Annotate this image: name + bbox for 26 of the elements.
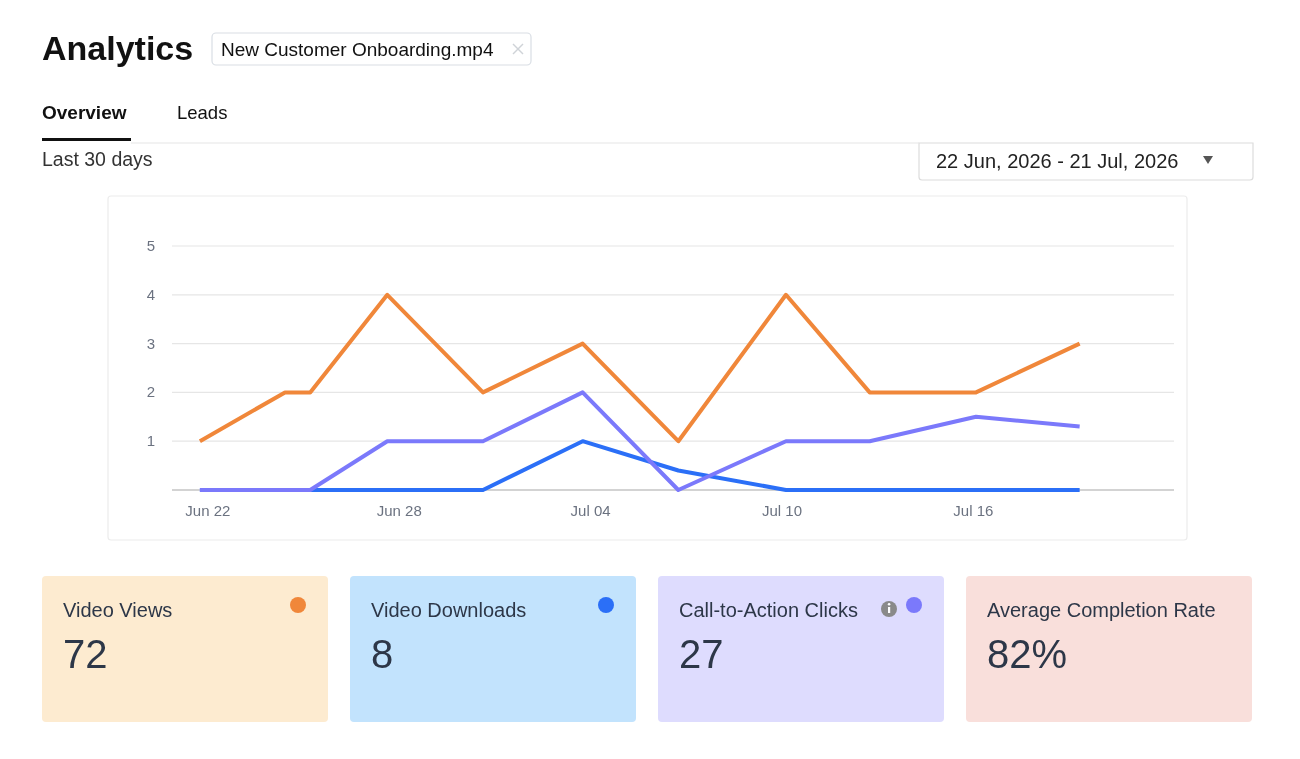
- y-tick-label: 2: [146, 383, 156, 401]
- y-tick-label: 3: [146, 334, 156, 352]
- category-label: Video Downloads: [371, 599, 527, 621]
- category-label: Video Views: [63, 599, 173, 621]
- line-series: [197, 390, 1082, 492]
- text: 82%: [987, 632, 1068, 676]
- y-tick-label: 4: [146, 285, 156, 303]
- category-label: Average Completion Rate: [987, 599, 1216, 621]
- text: 22 Jun, 2026 - 21 Jul, 2026: [936, 150, 1179, 172]
- text: Overview: [42, 102, 127, 123]
- category-label: Call-to-Action Clicks: [679, 599, 858, 621]
- x-tick-label: Jul 16: [953, 502, 994, 519]
- y-tick-label: 5: [146, 237, 156, 254]
- text: New Customer Onboarding.mp4: [221, 39, 494, 60]
- x-tick-label: Jul 10: [761, 502, 802, 519]
- line-series: [197, 292, 1082, 444]
- chart-subtitle: Last 30 days: [42, 148, 153, 170]
- x-tick-label: Jun 28: [376, 502, 422, 519]
- chart-title: Analytics: [42, 29, 194, 67]
- text: 27: [679, 632, 724, 676]
- text: 72: [63, 632, 108, 676]
- x-tick-label: Jul 04: [570, 502, 611, 519]
- y-tick-label: 1: [146, 432, 156, 450]
- text: Leads: [177, 102, 228, 123]
- x-tick-label: Jun 22: [185, 502, 231, 519]
- text: 8: [371, 632, 394, 676]
